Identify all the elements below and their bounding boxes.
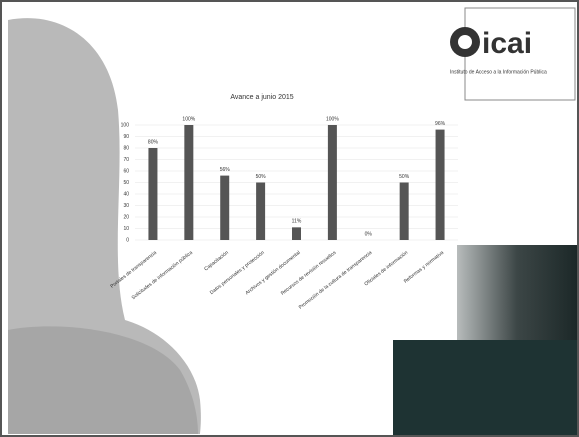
- bar: [148, 148, 158, 240]
- y-tick-label: 30: [123, 203, 129, 209]
- data-label: 0%: [365, 231, 373, 237]
- y-tick-label: 20: [123, 214, 129, 220]
- bar: [256, 182, 266, 240]
- bar: [327, 125, 337, 240]
- logo-text: icai: [482, 27, 532, 60]
- data-label: 100%: [326, 116, 339, 122]
- background-shape: [8, 326, 198, 434]
- logo-box: [464, 7, 576, 101]
- bar: [399, 182, 409, 240]
- data-label: 80%: [148, 139, 159, 145]
- data-label: 100%: [182, 116, 195, 122]
- bar: [184, 125, 194, 240]
- chart-title: Avance a junio 2015: [230, 94, 293, 101]
- y-tick-label: 40: [123, 191, 129, 197]
- y-tick-label: 0: [126, 237, 129, 243]
- y-tick-label: 90: [123, 134, 129, 140]
- y-tick-label: 100: [121, 122, 130, 128]
- data-label: 56%: [220, 167, 231, 173]
- logo-icon: [458, 35, 472, 49]
- bar: [292, 227, 301, 240]
- bar: [435, 129, 445, 240]
- y-tick-label: 50: [123, 180, 129, 186]
- data-label: 96%: [435, 121, 446, 127]
- logo-subtitle: Instituto de Acceso a la Información Púb…: [450, 69, 547, 75]
- data-label: 50%: [256, 174, 267, 180]
- bar: [220, 175, 230, 240]
- data-label: 11%: [292, 219, 302, 225]
- data-label: 50%: [399, 174, 410, 180]
- y-tick-label: 70: [123, 157, 129, 163]
- y-tick-label: 60: [123, 168, 129, 174]
- background-block: [393, 340, 577, 435]
- y-tick-label: 10: [123, 226, 129, 232]
- y-tick-label: 80: [123, 145, 129, 151]
